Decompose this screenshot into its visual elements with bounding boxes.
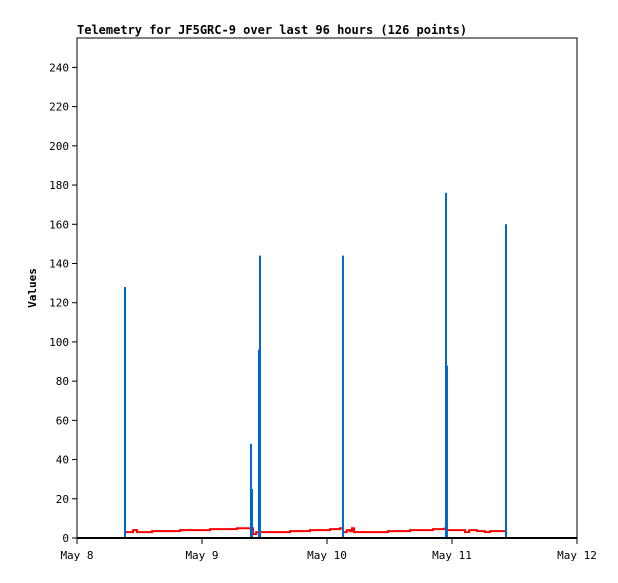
y-tick-label: 220: [49, 101, 69, 114]
x-tick-label: May 10: [307, 549, 347, 562]
y-tick-label: 80: [56, 375, 69, 388]
y-tick-label: 140: [49, 257, 69, 270]
y-tick-label: 100: [49, 336, 69, 349]
y-tick-label: 160: [49, 218, 69, 231]
y-tick-label: 120: [49, 297, 69, 310]
y-tick-label: 240: [49, 61, 69, 74]
plot-frame: [76, 37, 578, 539]
x-tick-label: May 8: [60, 549, 93, 562]
y-axis-label: Values: [26, 268, 39, 308]
series-line-0: [125, 527, 507, 536]
x-tick-label: May 11: [432, 549, 472, 562]
x-tick-label: May 12: [557, 549, 597, 562]
x-tick-label: May 9: [185, 549, 218, 562]
y-tick-label: 40: [56, 454, 69, 467]
y-tick-label: 0: [62, 532, 69, 545]
y-tick-label: 200: [49, 140, 69, 153]
y-tick-label: 180: [49, 179, 69, 192]
chart-title: Telemetry for JF5GRC-9 over last 96 hour…: [77, 23, 468, 37]
y-tick-label: 60: [56, 414, 69, 427]
y-tick-label: 20: [56, 493, 69, 506]
